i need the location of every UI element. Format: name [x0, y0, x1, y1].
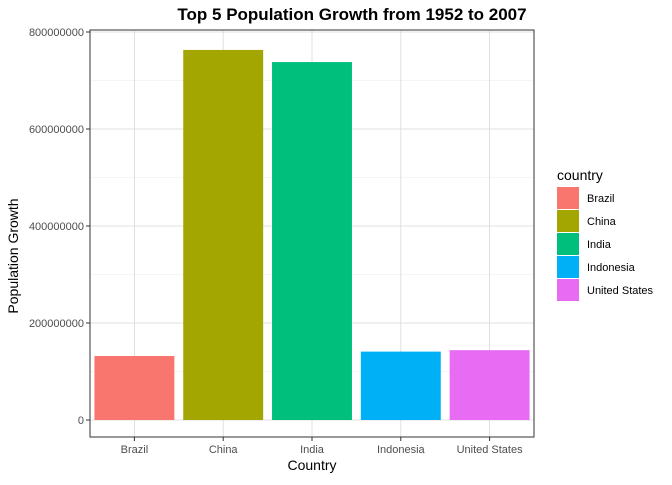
bar-china [183, 49, 264, 420]
legend-label: Brazil [587, 193, 615, 205]
legend-key-india [557, 233, 579, 255]
chart-title: Top 5 Population Growth from 1952 to 200… [177, 5, 526, 24]
legend-key-united-states [557, 279, 579, 301]
x-tick-label: India [300, 444, 325, 456]
bar-united-states [449, 350, 530, 420]
legend-title: country [557, 167, 603, 183]
legend: country Brazil China India Indonesia United … [557, 167, 654, 301]
x-tick-label: China [209, 444, 239, 456]
legend-label: Indonesia [587, 262, 636, 274]
y-tick-label: 200000000 [29, 318, 84, 330]
plot-border [89, 29, 535, 438]
y-tick-label: 800000000 [29, 27, 84, 39]
bar-brazil [94, 355, 175, 420]
bar-indonesia [360, 351, 441, 420]
x-tick-label: Indonesia [377, 444, 426, 456]
legend-label: China [587, 216, 617, 228]
bar-india [272, 62, 352, 420]
legend-key-indonesia [557, 256, 579, 278]
y-tick-label: 400000000 [29, 221, 84, 233]
y-axis-label: Population Growth [5, 198, 21, 313]
legend-key-brazil [557, 187, 579, 209]
y-tick-label: 0 [78, 415, 84, 427]
x-tick-label: Brazil [121, 444, 149, 456]
legend-key-china [557, 210, 579, 232]
legend-label: United States [587, 285, 654, 297]
legend-label: India [587, 239, 612, 251]
x-tick-label: United States [457, 444, 524, 456]
plot-area: 0 200000000 400000000 600000000 800000000 Bra… [29, 27, 535, 456]
y-tick-label: 600000000 [29, 124, 84, 136]
x-axis-label: Country [287, 457, 336, 473]
